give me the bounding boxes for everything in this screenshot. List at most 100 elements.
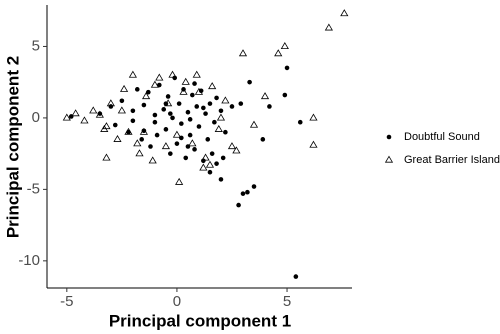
circle-point xyxy=(152,119,158,125)
circle-point xyxy=(179,121,184,126)
triangle-point xyxy=(194,87,204,95)
circle-point xyxy=(214,95,219,101)
circle-point xyxy=(163,127,169,132)
circle-point xyxy=(220,155,226,161)
triangle-point xyxy=(119,84,129,92)
circle-point xyxy=(201,158,206,164)
triangle-point xyxy=(216,113,226,121)
triangle-point xyxy=(80,116,89,124)
triangle-point xyxy=(192,70,201,78)
x-tick-label: 0 xyxy=(173,293,181,310)
triangle-point xyxy=(161,142,171,150)
triangle-point xyxy=(168,70,177,78)
circle-point xyxy=(130,108,136,114)
y-axis-title: Principal component 2 xyxy=(3,56,22,238)
triangle-point xyxy=(124,127,133,135)
circle-point xyxy=(201,105,206,111)
circle-point xyxy=(183,155,189,161)
circle-point xyxy=(212,119,217,125)
circle-point xyxy=(192,147,197,152)
triangle-point xyxy=(274,49,283,57)
triangle-point xyxy=(155,73,164,81)
circle-point xyxy=(165,94,171,99)
circle-point xyxy=(119,98,125,104)
triangle-point xyxy=(324,23,333,31)
triangle-point xyxy=(164,99,173,107)
circle-point xyxy=(187,117,193,122)
circle-point xyxy=(214,161,219,166)
circle-point xyxy=(141,128,147,134)
triangle-point xyxy=(201,153,210,161)
circle-point xyxy=(134,87,140,92)
circle-point xyxy=(218,108,224,114)
triangle-point xyxy=(179,87,188,95)
circle-point xyxy=(168,111,173,116)
circle-point xyxy=(209,151,215,156)
circle-point xyxy=(185,109,191,115)
triangle-point xyxy=(102,153,111,161)
circle-point xyxy=(161,107,167,112)
circle-point xyxy=(238,101,244,106)
circle-point xyxy=(223,129,228,135)
triangle-point xyxy=(150,80,160,88)
legend-label: Great Barrier Island xyxy=(404,154,500,166)
triangle-point xyxy=(172,130,182,138)
triangle-point xyxy=(280,42,289,50)
circle-point xyxy=(207,101,213,106)
circle-point xyxy=(282,92,288,98)
triangle-point xyxy=(117,106,126,114)
circle-point xyxy=(236,202,241,208)
x-axis-title: Principal component 1 xyxy=(109,311,291,330)
triangle-point xyxy=(188,139,197,147)
circle-point xyxy=(172,75,178,81)
y-tick-label: 0 xyxy=(32,109,40,126)
x-tick-label: -5 xyxy=(60,293,73,310)
circle-point xyxy=(260,137,266,142)
circle-point xyxy=(97,111,103,116)
triangle-point xyxy=(384,155,394,163)
circle-point xyxy=(154,132,160,138)
triangle-point xyxy=(100,124,109,132)
triangle-point xyxy=(205,160,215,168)
triangle-point xyxy=(221,96,230,104)
x-tick-label: 5 xyxy=(283,293,291,310)
triangle-point xyxy=(141,92,151,100)
circle-point xyxy=(130,118,136,124)
triangle-point xyxy=(238,49,248,57)
circle-point xyxy=(205,137,211,142)
triangle-point xyxy=(208,82,217,90)
circle-point xyxy=(229,104,235,109)
triangle-point xyxy=(340,9,349,17)
triangle-point xyxy=(102,122,111,130)
circle-point xyxy=(157,82,162,88)
y-tick-label: -10 xyxy=(18,252,40,269)
circle-point xyxy=(139,137,144,142)
circle-point xyxy=(152,112,158,118)
y-tick-label: -5 xyxy=(27,180,40,197)
circle-point xyxy=(207,169,213,175)
circle-point xyxy=(297,119,303,125)
triangle-point xyxy=(89,106,98,114)
circle-point xyxy=(148,144,153,149)
circle-point xyxy=(170,115,175,121)
triangle-point xyxy=(135,149,144,157)
circle-point xyxy=(174,141,180,146)
circle-point xyxy=(284,65,290,71)
circle-point xyxy=(251,184,257,189)
circle-point xyxy=(386,134,392,140)
circle-point xyxy=(168,151,173,156)
circle-point xyxy=(240,191,246,196)
circle-point xyxy=(247,79,252,85)
triangle-point xyxy=(106,99,115,107)
triangle-point xyxy=(232,146,241,154)
triangle-point xyxy=(71,109,80,117)
triangle-point xyxy=(95,110,104,118)
circle-point xyxy=(141,102,147,108)
triangle-point xyxy=(62,113,71,121)
triangle-point xyxy=(309,140,318,148)
triangle-point xyxy=(133,139,142,147)
triangle-point xyxy=(139,127,148,135)
circle-point xyxy=(192,81,197,86)
triangle-point xyxy=(113,134,122,142)
